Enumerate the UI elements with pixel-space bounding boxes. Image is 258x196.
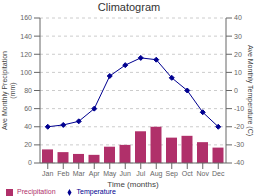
html-text:Climatogram: Climatogram xyxy=(97,1,161,13)
svg-text:30: 30 xyxy=(234,33,242,40)
svg-text:20: 20 xyxy=(234,51,242,58)
svg-text:0: 0 xyxy=(234,87,238,94)
svg-text:Nov: Nov xyxy=(197,170,210,177)
svg-text:May: May xyxy=(103,170,117,178)
svg-text:Feb: Feb xyxy=(57,170,69,177)
svg-text:Ave Monthly Precipitation(mm): Ave Monthly Precipitation(mm) xyxy=(8,51,17,130)
svg-text:10: 10 xyxy=(234,69,242,76)
svg-text:Jul: Jul xyxy=(136,170,145,177)
svg-text:Apr: Apr xyxy=(89,170,101,178)
svg-text:-20: -20 xyxy=(234,123,244,130)
svg-text:160: 160 xyxy=(20,14,32,21)
svg-text:Time (months): Time (months) xyxy=(107,180,159,189)
svg-text:0: 0 xyxy=(28,159,32,166)
svg-text:Dec: Dec xyxy=(212,170,225,177)
svg-text:Oct: Oct xyxy=(182,170,193,177)
svg-text:-30: -30 xyxy=(234,141,244,148)
svg-text:120: 120 xyxy=(20,51,32,58)
svg-text:-40: -40 xyxy=(234,159,244,166)
html-text:Precipitation: Precipitation xyxy=(17,188,56,195)
svg-text:20: 20 xyxy=(24,141,32,148)
svg-text:60: 60 xyxy=(24,105,32,112)
svg-text:-10: -10 xyxy=(234,105,244,112)
svg-text:80: 80 xyxy=(24,87,32,94)
svg-text:Jun: Jun xyxy=(120,170,131,177)
svg-text:40: 40 xyxy=(234,14,242,21)
svg-text:Jan: Jan xyxy=(42,170,53,177)
svg-text:Aug: Aug xyxy=(150,170,163,178)
html-text:Temperature: Temperature xyxy=(76,188,116,195)
svg-text:Sep: Sep xyxy=(166,170,179,178)
svg-text:40: 40 xyxy=(24,123,32,130)
svg-text:100: 100 xyxy=(20,69,32,76)
svg-text:Mar: Mar xyxy=(73,170,86,177)
svg-text:140: 140 xyxy=(20,33,32,40)
svg-text:Ave Monthly Temperature (C): Ave Monthly Temperature (C) xyxy=(246,45,250,136)
